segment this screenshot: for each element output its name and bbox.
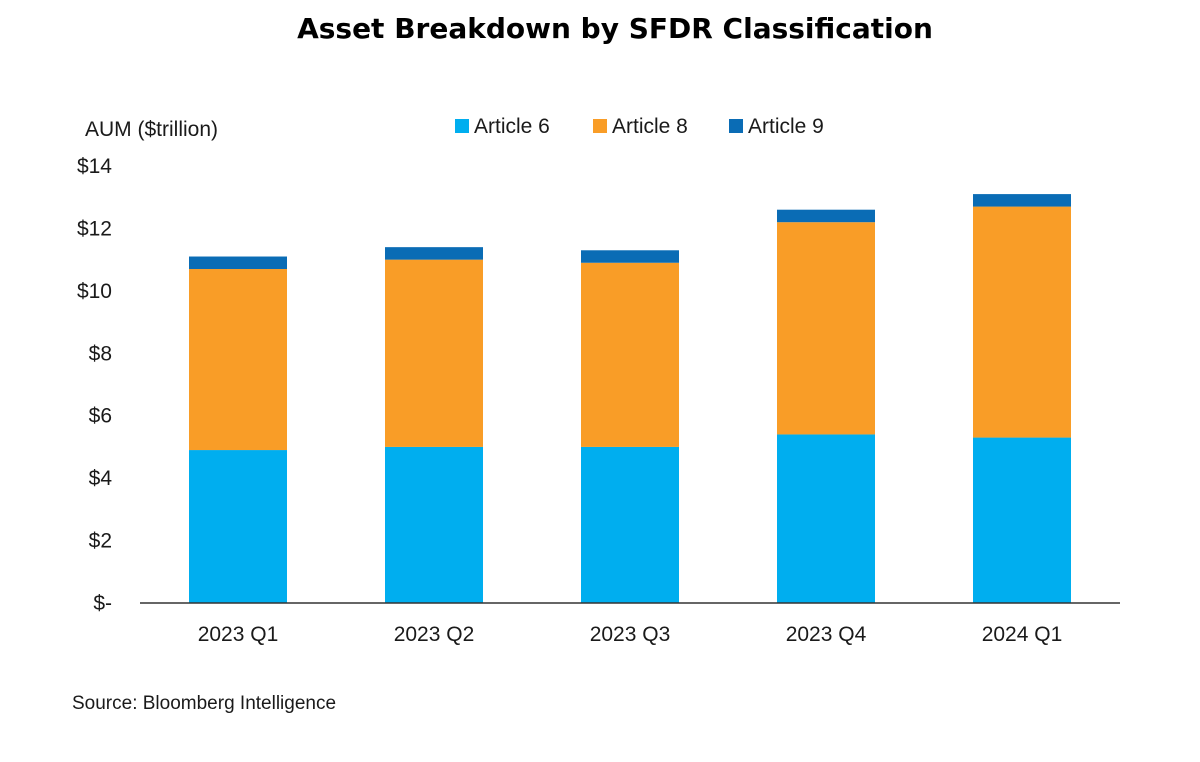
bar-article-6-2023-q3 — [581, 446, 679, 603]
bar-article-9-2023-q3 — [581, 250, 679, 263]
bar-article-9-2023-q2 — [385, 247, 483, 260]
y-tick-label: $14 — [77, 155, 112, 178]
legend-label: Article 6 — [474, 115, 550, 138]
y-tick-label: $12 — [77, 217, 112, 240]
y-axis-ticks: $- $2 $4 $6 $8 $10 $12 $14 — [77, 155, 112, 615]
y-tick-label: $- — [93, 592, 112, 615]
y-tick-label: $2 — [89, 530, 112, 553]
bar-article-9-2024-q1 — [973, 194, 1071, 207]
legend: Article 6 Article 8 Article 9 — [455, 115, 824, 138]
bar-article-8-2023-q1 — [189, 269, 287, 451]
bars — [189, 194, 1071, 603]
bar-article-9-2023-q1 — [189, 256, 287, 270]
x-tick-label: 2023 Q2 — [394, 623, 475, 646]
y-tick-label: $8 — [89, 342, 112, 365]
y-tick-label: $4 — [89, 467, 113, 490]
legend-swatch-article-8 — [593, 119, 607, 133]
legend-label: Article 8 — [612, 115, 688, 138]
bar-article-6-2023-q1 — [189, 450, 287, 603]
bar-article-8-2023-q4 — [777, 222, 875, 435]
x-tick-label: 2023 Q4 — [786, 623, 867, 646]
bar-article-6-2023-q4 — [777, 434, 875, 603]
source-note: Source: Bloomberg Intelligence — [72, 693, 336, 714]
legend-label: Article 9 — [748, 115, 824, 138]
x-tick-label: 2024 Q1 — [982, 623, 1063, 646]
x-axis-ticks: 2023 Q1 2023 Q2 2023 Q3 2023 Q4 2024 Q1 — [198, 623, 1063, 646]
y-axis-label: AUM ($trillion) — [85, 118, 218, 141]
chart-title: Asset Breakdown by SFDR Classification — [297, 12, 933, 45]
bar-article-6-2023-q2 — [385, 446, 483, 603]
legend-swatch-article-6 — [455, 119, 469, 133]
bar-article-9-2023-q4 — [777, 209, 875, 223]
x-tick-label: 2023 Q1 — [198, 623, 279, 646]
y-tick-label: $10 — [77, 280, 112, 303]
bar-article-6-2024-q1 — [973, 437, 1071, 603]
y-tick-label: $6 — [89, 405, 112, 428]
bar-article-8-2023-q2 — [385, 259, 483, 447]
bar-article-8-2023-q3 — [581, 262, 679, 447]
legend-swatch-article-9 — [729, 119, 743, 133]
bar-article-8-2024-q1 — [973, 206, 1071, 438]
x-tick-label: 2023 Q3 — [590, 623, 671, 646]
